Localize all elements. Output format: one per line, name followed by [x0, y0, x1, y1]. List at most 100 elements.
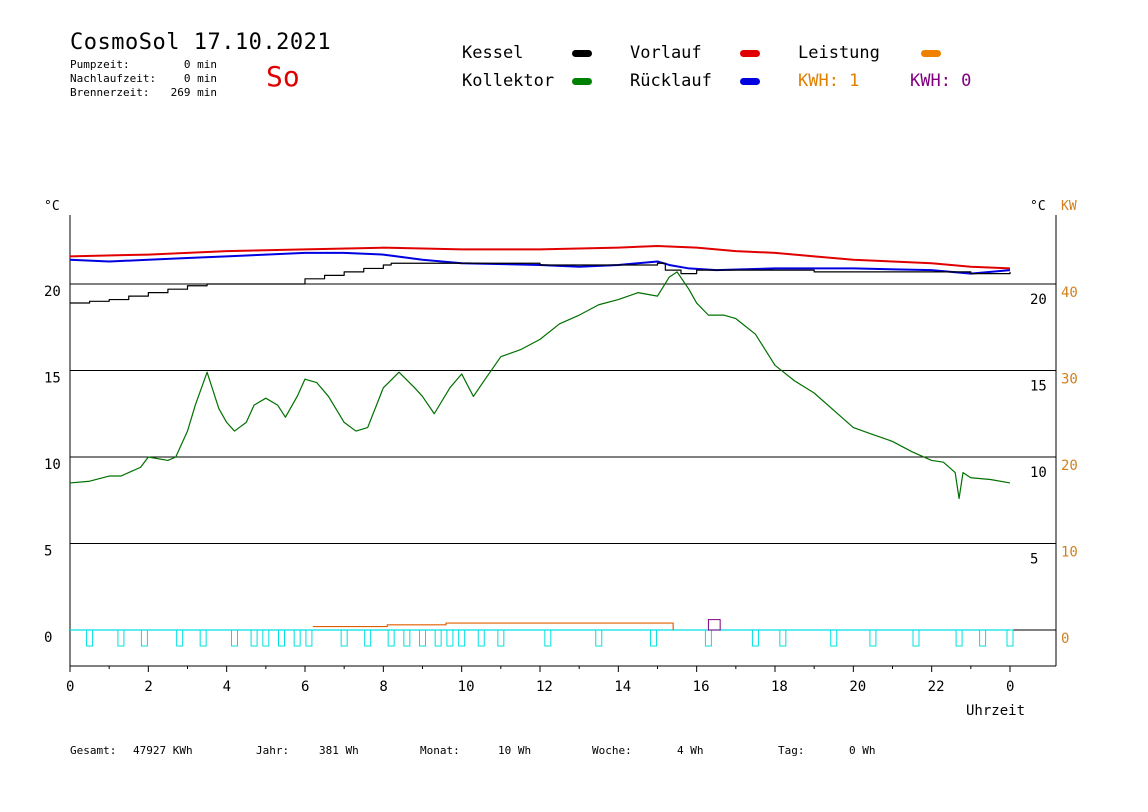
x-tick-label: 0 — [66, 679, 74, 695]
y-right-tick-label: 10 — [1030, 465, 1047, 481]
x-tick-label: 8 — [379, 679, 387, 695]
pump-pulse — [176, 629, 184, 647]
pump-pulse — [912, 629, 920, 647]
y-left-tick-label: 15 — [44, 371, 61, 387]
x-tick-label: 18 — [771, 679, 788, 695]
footer-woche-label: Woche: — [592, 744, 632, 757]
legend-kollektor-swatch — [572, 78, 592, 85]
pump-pulse — [293, 629, 301, 647]
footer-tag-value: 0 Wh — [849, 744, 876, 757]
legend-leistung-label: Leistung — [798, 43, 880, 63]
pump-pulse — [446, 629, 454, 647]
legend-kwh2-label: KWH: 0 — [910, 71, 972, 91]
series-line-vorlauf — [69, 244, 1011, 270]
pump-pulse — [364, 629, 372, 647]
y-left-tick-label: 10 — [44, 457, 61, 473]
x-tick-label: 22 — [928, 679, 945, 695]
weekday-label: So — [266, 60, 300, 93]
y-right-unit-label: °C — [1030, 199, 1046, 214]
footer-gesamt-label: Gesamt: — [70, 744, 117, 757]
legend-vorlauf-label: Vorlauf — [630, 43, 702, 63]
footer-tag-label: Tag: — [778, 744, 805, 757]
y-left-tick-label: 0 — [44, 630, 52, 646]
y-right-tick-label: 20 — [1030, 292, 1047, 308]
series-line-leistung — [312, 622, 674, 630]
pump-pulse — [704, 629, 712, 647]
pump-pulse — [86, 629, 94, 647]
pump-pulse — [869, 629, 877, 647]
pump-pulse — [458, 629, 466, 647]
x-tick-label: 14 — [614, 679, 631, 695]
legend-ruecklauf-swatch — [740, 78, 760, 85]
pump-pulse — [250, 629, 258, 647]
pump-pulse — [387, 629, 395, 647]
chart-title: CosmoSol 17.10.2021 — [70, 30, 332, 55]
x-tick-label: 6 — [301, 679, 309, 695]
pump-pulse — [544, 629, 552, 647]
y-right2-tick-label: 30 — [1061, 372, 1078, 388]
legend-kessel-swatch — [572, 50, 592, 57]
y-right2-tick-label: 40 — [1061, 285, 1078, 301]
pump-pulse — [1006, 629, 1014, 647]
pump-pulse — [262, 629, 270, 647]
pump-pulse — [830, 629, 838, 647]
legend-ruecklauf-label: Rücklauf — [630, 71, 712, 91]
y-right-tick-label: 15 — [1030, 379, 1047, 395]
pump-pulse — [117, 629, 125, 647]
pump-pulse — [979, 629, 987, 647]
pump-pulse — [497, 629, 505, 647]
footer-jahr-value: 381 Wh — [319, 744, 359, 757]
x-tick-label: 12 — [536, 679, 553, 695]
footer-monat-value: 10 Wh — [498, 744, 532, 757]
x-tick-label: 16 — [693, 679, 710, 695]
pump-pulse — [231, 629, 238, 647]
legend-kollektor-label: Kollektor — [462, 71, 555, 91]
y-left-tick-label: 20 — [44, 284, 61, 300]
legend-kessel-label: Kessel — [462, 43, 524, 63]
x-axis-label: Uhrzeit — [966, 703, 1025, 719]
stat-nachlaufzeit-value: 0 min — [183, 72, 217, 85]
kwh-marker — [707, 619, 721, 631]
pump-pulse — [595, 629, 603, 647]
pump-pulse — [419, 629, 426, 647]
y-left-unit-label: °C — [44, 199, 60, 214]
stat-nachlaufzeit-label: Nachlaufzeit: — [70, 72, 157, 85]
pump-pulse — [403, 629, 411, 647]
x-tick-label: 0 — [1006, 679, 1014, 695]
pump-pulse — [477, 629, 485, 647]
pump-pulse — [199, 629, 207, 647]
pump-pulse — [305, 629, 313, 647]
legend-leistung-swatch — [921, 50, 941, 57]
pump-pulse — [650, 629, 658, 647]
y-right2-tick-label: 0 — [1061, 631, 1069, 647]
stat-brennerzeit-value: 269 min — [170, 86, 217, 99]
pump-pulse — [340, 629, 348, 647]
y-right2-tick-label: 10 — [1061, 545, 1078, 561]
pump-pulse — [955, 629, 963, 647]
series-line-kollektor — [69, 271, 1011, 500]
y-right2-tick-label: 20 — [1061, 458, 1078, 474]
pump-pulse — [434, 629, 442, 647]
pump-pulse — [140, 629, 148, 647]
pump-pulse — [751, 629, 759, 647]
stat-pumpzeit-value: 0 min — [183, 58, 217, 71]
legend-kwh1-label: KWH: 1 — [798, 71, 860, 91]
x-tick-label: 2 — [144, 679, 152, 695]
y-right2-unit-label: KW — [1061, 199, 1077, 214]
legend-vorlauf-swatch — [740, 50, 760, 57]
stat-brennerzeit-label: Brennerzeit: — [70, 86, 150, 99]
series-line-kessel — [70, 262, 1011, 304]
temperature-chart: °C °C KW 0 5 10 15 20 5 10 15 20 0 10 20 30 40 0 2 4 6 8 10 12 1… — [44, 199, 1078, 719]
footer-monat-label: Monat: — [420, 744, 460, 757]
y-right-tick-label: 5 — [1030, 552, 1038, 568]
footer-woche-value: 4 Wh — [677, 744, 704, 757]
y-left-tick-label: 5 — [44, 544, 52, 560]
pump-pulse — [278, 629, 285, 647]
x-tick-label: 20 — [849, 679, 866, 695]
x-tick-label: 10 — [458, 679, 475, 695]
footer-gesamt-value: 47927 KWh — [133, 744, 193, 757]
footer-jahr-label: Jahr: — [256, 744, 290, 757]
pump-pulse — [779, 629, 787, 647]
stat-pumpzeit-label: Pumpzeit: — [70, 58, 130, 71]
x-tick-label: 4 — [223, 679, 231, 695]
